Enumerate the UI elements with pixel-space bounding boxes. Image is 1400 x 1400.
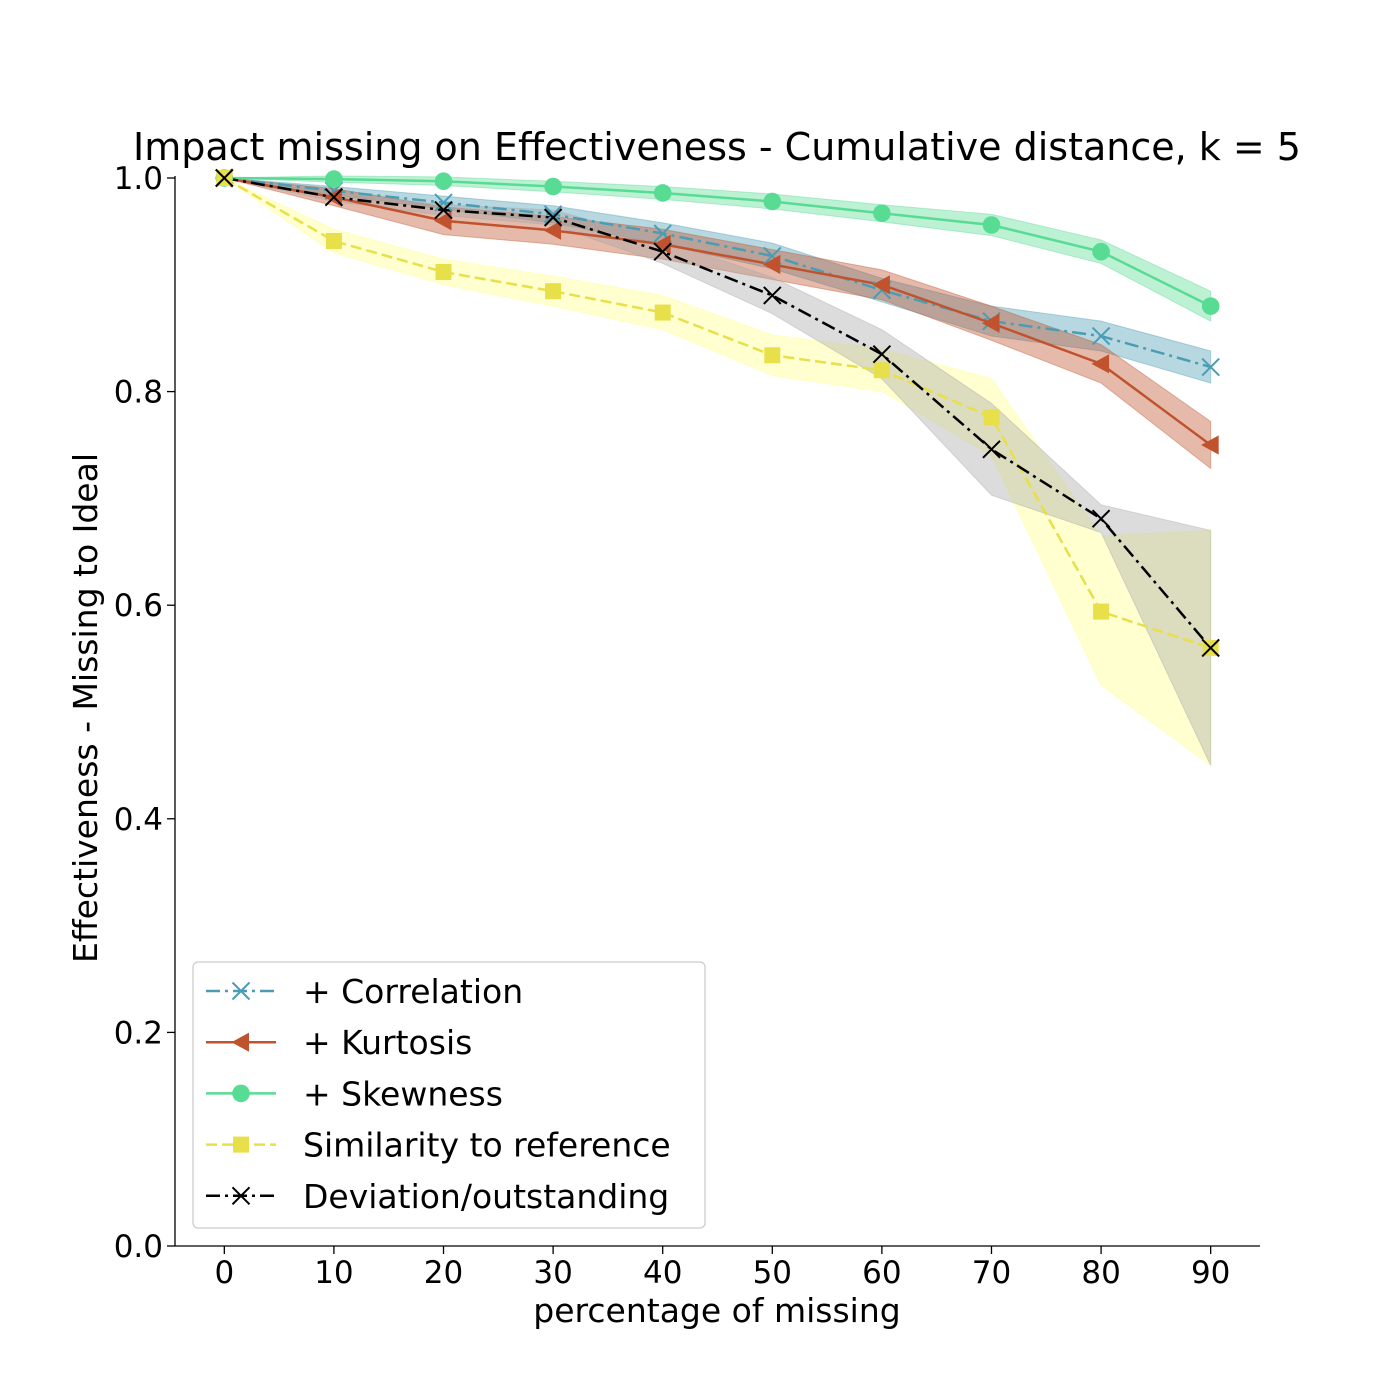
line-correlation xyxy=(224,176,1212,369)
chart-title: Impact missing on Effectiveness - Cumula… xyxy=(133,125,1301,169)
point-deviation-outstanding-90 xyxy=(1201,638,1220,658)
line-skewness xyxy=(224,176,1212,308)
point-skewness-80 xyxy=(1092,242,1110,261)
point-skewness-30 xyxy=(544,177,562,196)
legend-marker-kurtosis xyxy=(231,1032,249,1052)
axes: 0 10 20 30 40 50 60 70 80 90 0.0 0.2 0.4 0.6 0.8 1.0 xyxy=(114,161,1260,1291)
point-similarity-to-reference-70 xyxy=(983,409,1000,426)
y-axis-label: Effectiveness - Missing to Ideal xyxy=(66,453,105,963)
point-deviation-outstanding-50 xyxy=(763,286,782,305)
point-similarity-to-reference-60 xyxy=(873,362,890,379)
point-skewness-10 xyxy=(325,170,343,188)
point-similarity-to-reference-30 xyxy=(545,283,562,300)
line-similarity-to-reference xyxy=(223,176,1212,650)
point-skewness-90 xyxy=(1201,297,1220,315)
y-tick-label-0.6: 0.6 xyxy=(114,588,163,624)
point-deviation-outstanding-80 xyxy=(1091,509,1111,528)
point-deviation-outstanding-70 xyxy=(982,440,1001,459)
point-correlation-20 xyxy=(434,193,453,212)
x-tick-label-50: 50 xyxy=(753,1255,792,1291)
point-kurtosis-30 xyxy=(543,220,562,240)
legend-label-kurtosis: + Kurtosis xyxy=(303,1023,472,1062)
legend-label-correlation: + Correlation xyxy=(303,972,523,1011)
y-tick-label-1.0: 1.0 xyxy=(114,161,163,197)
legend-label-deviation-outstanding: Deviation/outstanding xyxy=(303,1177,669,1216)
point-skewness-50 xyxy=(763,192,782,211)
x-tick-label-30: 30 xyxy=(533,1255,572,1291)
confidence-bands xyxy=(224,175,1212,767)
point-correlation-80 xyxy=(1091,326,1111,346)
x-tick-label-60: 60 xyxy=(862,1255,901,1291)
point-skewness-70 xyxy=(982,216,1001,234)
point-similarity-to-reference-20 xyxy=(435,263,452,280)
point-similarity-to-reference-10 xyxy=(325,233,342,250)
point-kurtosis-50 xyxy=(762,254,781,275)
legend-marker-skewness xyxy=(232,1084,250,1103)
line-deviation-outstanding xyxy=(224,176,1212,649)
point-deviation-outstanding-20 xyxy=(434,200,453,220)
legend: + Correlation + Kurtosis + Skewness Similar… xyxy=(192,961,706,1229)
legend-marker-deviation-outstanding xyxy=(231,1186,251,1206)
point-kurtosis-90 xyxy=(1201,435,1219,455)
legend-box xyxy=(192,961,706,1229)
y-tick-label-0.2: 0.2 xyxy=(114,1015,163,1051)
point-deviation-outstanding-60 xyxy=(872,345,892,364)
band-deviation-outstanding xyxy=(224,177,1212,766)
line-kurtosis xyxy=(224,176,1212,447)
point-deviation-outstanding-30 xyxy=(543,208,563,227)
point-deviation-outstanding-10 xyxy=(324,188,344,207)
x-tick-label-70: 70 xyxy=(972,1255,1011,1291)
point-kurtosis-60 xyxy=(872,275,890,295)
series-markers xyxy=(214,168,1220,658)
point-correlation-30 xyxy=(543,205,563,224)
y-tick-label-0.0: 0.0 xyxy=(114,1229,163,1265)
point-skewness-60 xyxy=(873,204,891,223)
point-similarity-to-reference-50 xyxy=(764,347,781,364)
legend-marker-similarity-to-reference xyxy=(233,1136,249,1153)
point-skewness-40 xyxy=(653,184,672,202)
x-axis-label: percentage of missing xyxy=(533,1291,900,1330)
legend-label-skewness: + Skewness xyxy=(303,1074,503,1113)
point-kurtosis-20 xyxy=(433,211,452,231)
x-tick-label-20: 20 xyxy=(424,1255,463,1291)
y-tick-label-0.4: 0.4 xyxy=(114,802,163,838)
series-lines xyxy=(223,176,1212,650)
x-tick-label-90: 90 xyxy=(1191,1255,1230,1291)
x-tick-label-10: 10 xyxy=(314,1255,353,1291)
x-tick-label-0: 0 xyxy=(214,1255,234,1291)
x-tick-label-40: 40 xyxy=(643,1255,682,1291)
point-kurtosis-80 xyxy=(1091,354,1110,374)
point-deviation-outstanding-0 xyxy=(215,168,234,188)
legend-marker-correlation xyxy=(231,981,251,1001)
legend-label-similarity-to-reference: Similarity to reference xyxy=(303,1126,671,1165)
x-tick-label-80: 80 xyxy=(1081,1255,1120,1291)
point-kurtosis-70 xyxy=(981,313,1000,333)
point-skewness-20 xyxy=(434,172,453,191)
point-deviation-outstanding-40 xyxy=(653,242,672,261)
point-correlation-90 xyxy=(1201,357,1220,377)
y-tick-label-0.8: 0.8 xyxy=(114,375,163,411)
point-similarity-to-reference-80 xyxy=(1093,603,1110,620)
point-similarity-to-reference-40 xyxy=(654,304,671,321)
